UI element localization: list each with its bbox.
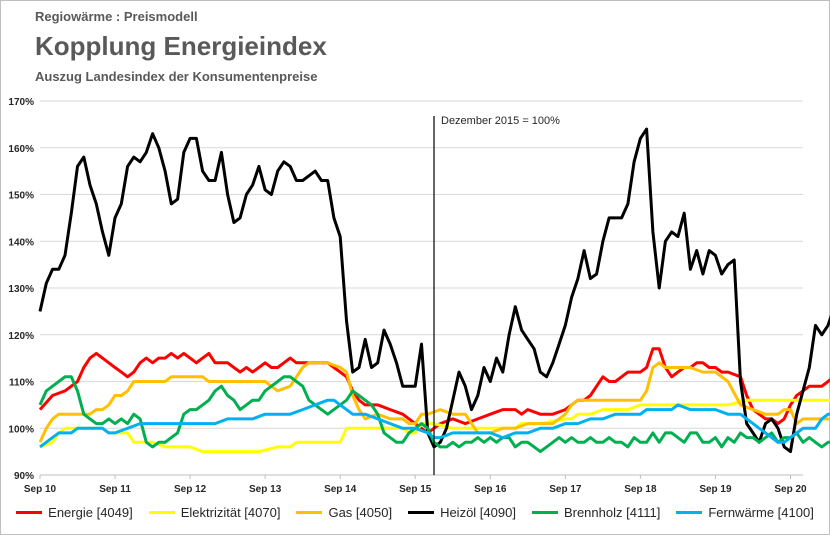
legend-swatch xyxy=(531,511,558,514)
series-line-gas xyxy=(38,361,830,443)
legend-item: Fernwärme [4100] xyxy=(676,505,814,520)
legend-label: Energie [4049] xyxy=(48,505,133,520)
grid-lines xyxy=(40,100,803,476)
x-tick-label: Sep 18 xyxy=(624,484,657,495)
legend-item: Brennholz [4111] xyxy=(531,505,661,520)
x-tick-label: Sep 11 xyxy=(99,484,131,495)
chart-legend: Energie [4049] Elektrizität [4070] Gas [40… xyxy=(0,505,830,520)
x-tick-label: Sep 13 xyxy=(249,484,282,495)
legend-label: Fernwärme [4100] xyxy=(708,505,814,520)
y-tick-label: 100% xyxy=(8,424,34,435)
x-tick-label: Sep 19 xyxy=(699,484,732,495)
legend-item: Heizöl [4090] xyxy=(408,505,516,520)
x-tick-label: Sep 15 xyxy=(399,484,432,495)
x-tick-label: Sep 17 xyxy=(549,484,582,495)
x-tick-label: Sep 10 xyxy=(24,484,57,495)
y-tick-label: 160% xyxy=(8,144,34,155)
x-tick-label: Sep 16 xyxy=(474,484,507,495)
series-line-energie xyxy=(38,347,830,435)
series-layer: Dezember 2015 = 100% xyxy=(38,115,830,475)
series-line-heizöl xyxy=(38,127,830,454)
x-tick-label: Sep 14 xyxy=(324,484,357,495)
legend-label: Gas [4050] xyxy=(328,505,393,520)
legend-swatch xyxy=(148,511,175,514)
x-tick-label: Sep 20 xyxy=(774,484,807,495)
legend-swatch xyxy=(676,511,703,514)
legend-swatch xyxy=(408,511,435,514)
annotation-label: Dezember 2015 = 100% xyxy=(441,115,560,127)
y-tick-label: 150% xyxy=(8,191,34,202)
y-axis-tick-labels: 90% 100% 110% 120% 130% 140% 150% 160% 170% xyxy=(8,97,34,482)
series-line-brennholz xyxy=(38,375,830,454)
legend-item: Energie [4049] xyxy=(16,505,133,520)
series-line-fernwärme xyxy=(39,398,830,449)
chart-subtitle-bottom: Auszug Landesindex der Konsumentenpreise xyxy=(35,69,318,84)
chart-subtitle-top: Regiowärme : Preismodell xyxy=(35,9,198,24)
y-tick-label: 110% xyxy=(9,378,34,389)
chart-title: Kopplung Energieindex xyxy=(35,31,327,61)
y-tick-label: 90% xyxy=(14,471,34,482)
x-axis-tick-labels: Sep 10 Sep 11 Sep 12 Sep 13 Sep 14 Sep 15 Sep … xyxy=(24,475,807,495)
legend-item: Elektrizität [4070] xyxy=(148,505,281,520)
x-tick-label: Sep 12 xyxy=(174,484,207,495)
y-tick-label: 130% xyxy=(8,284,34,295)
legend-swatch xyxy=(296,511,323,514)
y-tick-label: 170% xyxy=(8,97,34,108)
legend-swatch xyxy=(16,511,43,514)
legend-label: Brennholz [4111] xyxy=(563,505,661,520)
legend-label: Heizöl [4090] xyxy=(440,505,516,520)
y-tick-label: 140% xyxy=(8,237,34,248)
y-tick-label: 120% xyxy=(8,331,34,342)
legend-label: Elektrizität [4070] xyxy=(180,505,281,520)
legend-item: Gas [4050] xyxy=(296,505,392,520)
